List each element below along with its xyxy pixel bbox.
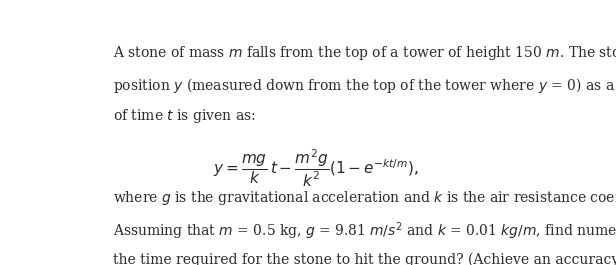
- Text: the time required for the stone to hit the ground? (Achieve an accuracy of six: the time required for the stone to hit t…: [113, 252, 616, 265]
- Text: A stone of mass $m$ falls from the top of a tower of height 150 $m$. The stone’s: A stone of mass $m$ falls from the top o…: [113, 44, 616, 62]
- Text: Assuming that $m$ = 0.5 kg, $g$ = 9.81 $m/s^2$ and $k$ = 0.01 $kg/m$, find numer: Assuming that $m$ = 0.5 kg, $g$ = 9.81 $…: [113, 220, 616, 242]
- Text: position $y$ (measured down from the top of the tower where $y$ = 0) as a functi: position $y$ (measured down from the top…: [113, 76, 616, 95]
- Text: $y = \dfrac{mg}{k}\,t - \dfrac{m^2g}{k^2}\left(1 - e^{-kt/m}\right),$: $y = \dfrac{mg}{k}\,t - \dfrac{m^2g}{k^2…: [213, 148, 418, 189]
- Text: where $g$ is the gravitational acceleration and $k$ is the air resistance coeffi: where $g$ is the gravitational accelerat…: [113, 189, 616, 207]
- Text: of time $t$ is given as:: of time $t$ is given as:: [113, 107, 256, 125]
